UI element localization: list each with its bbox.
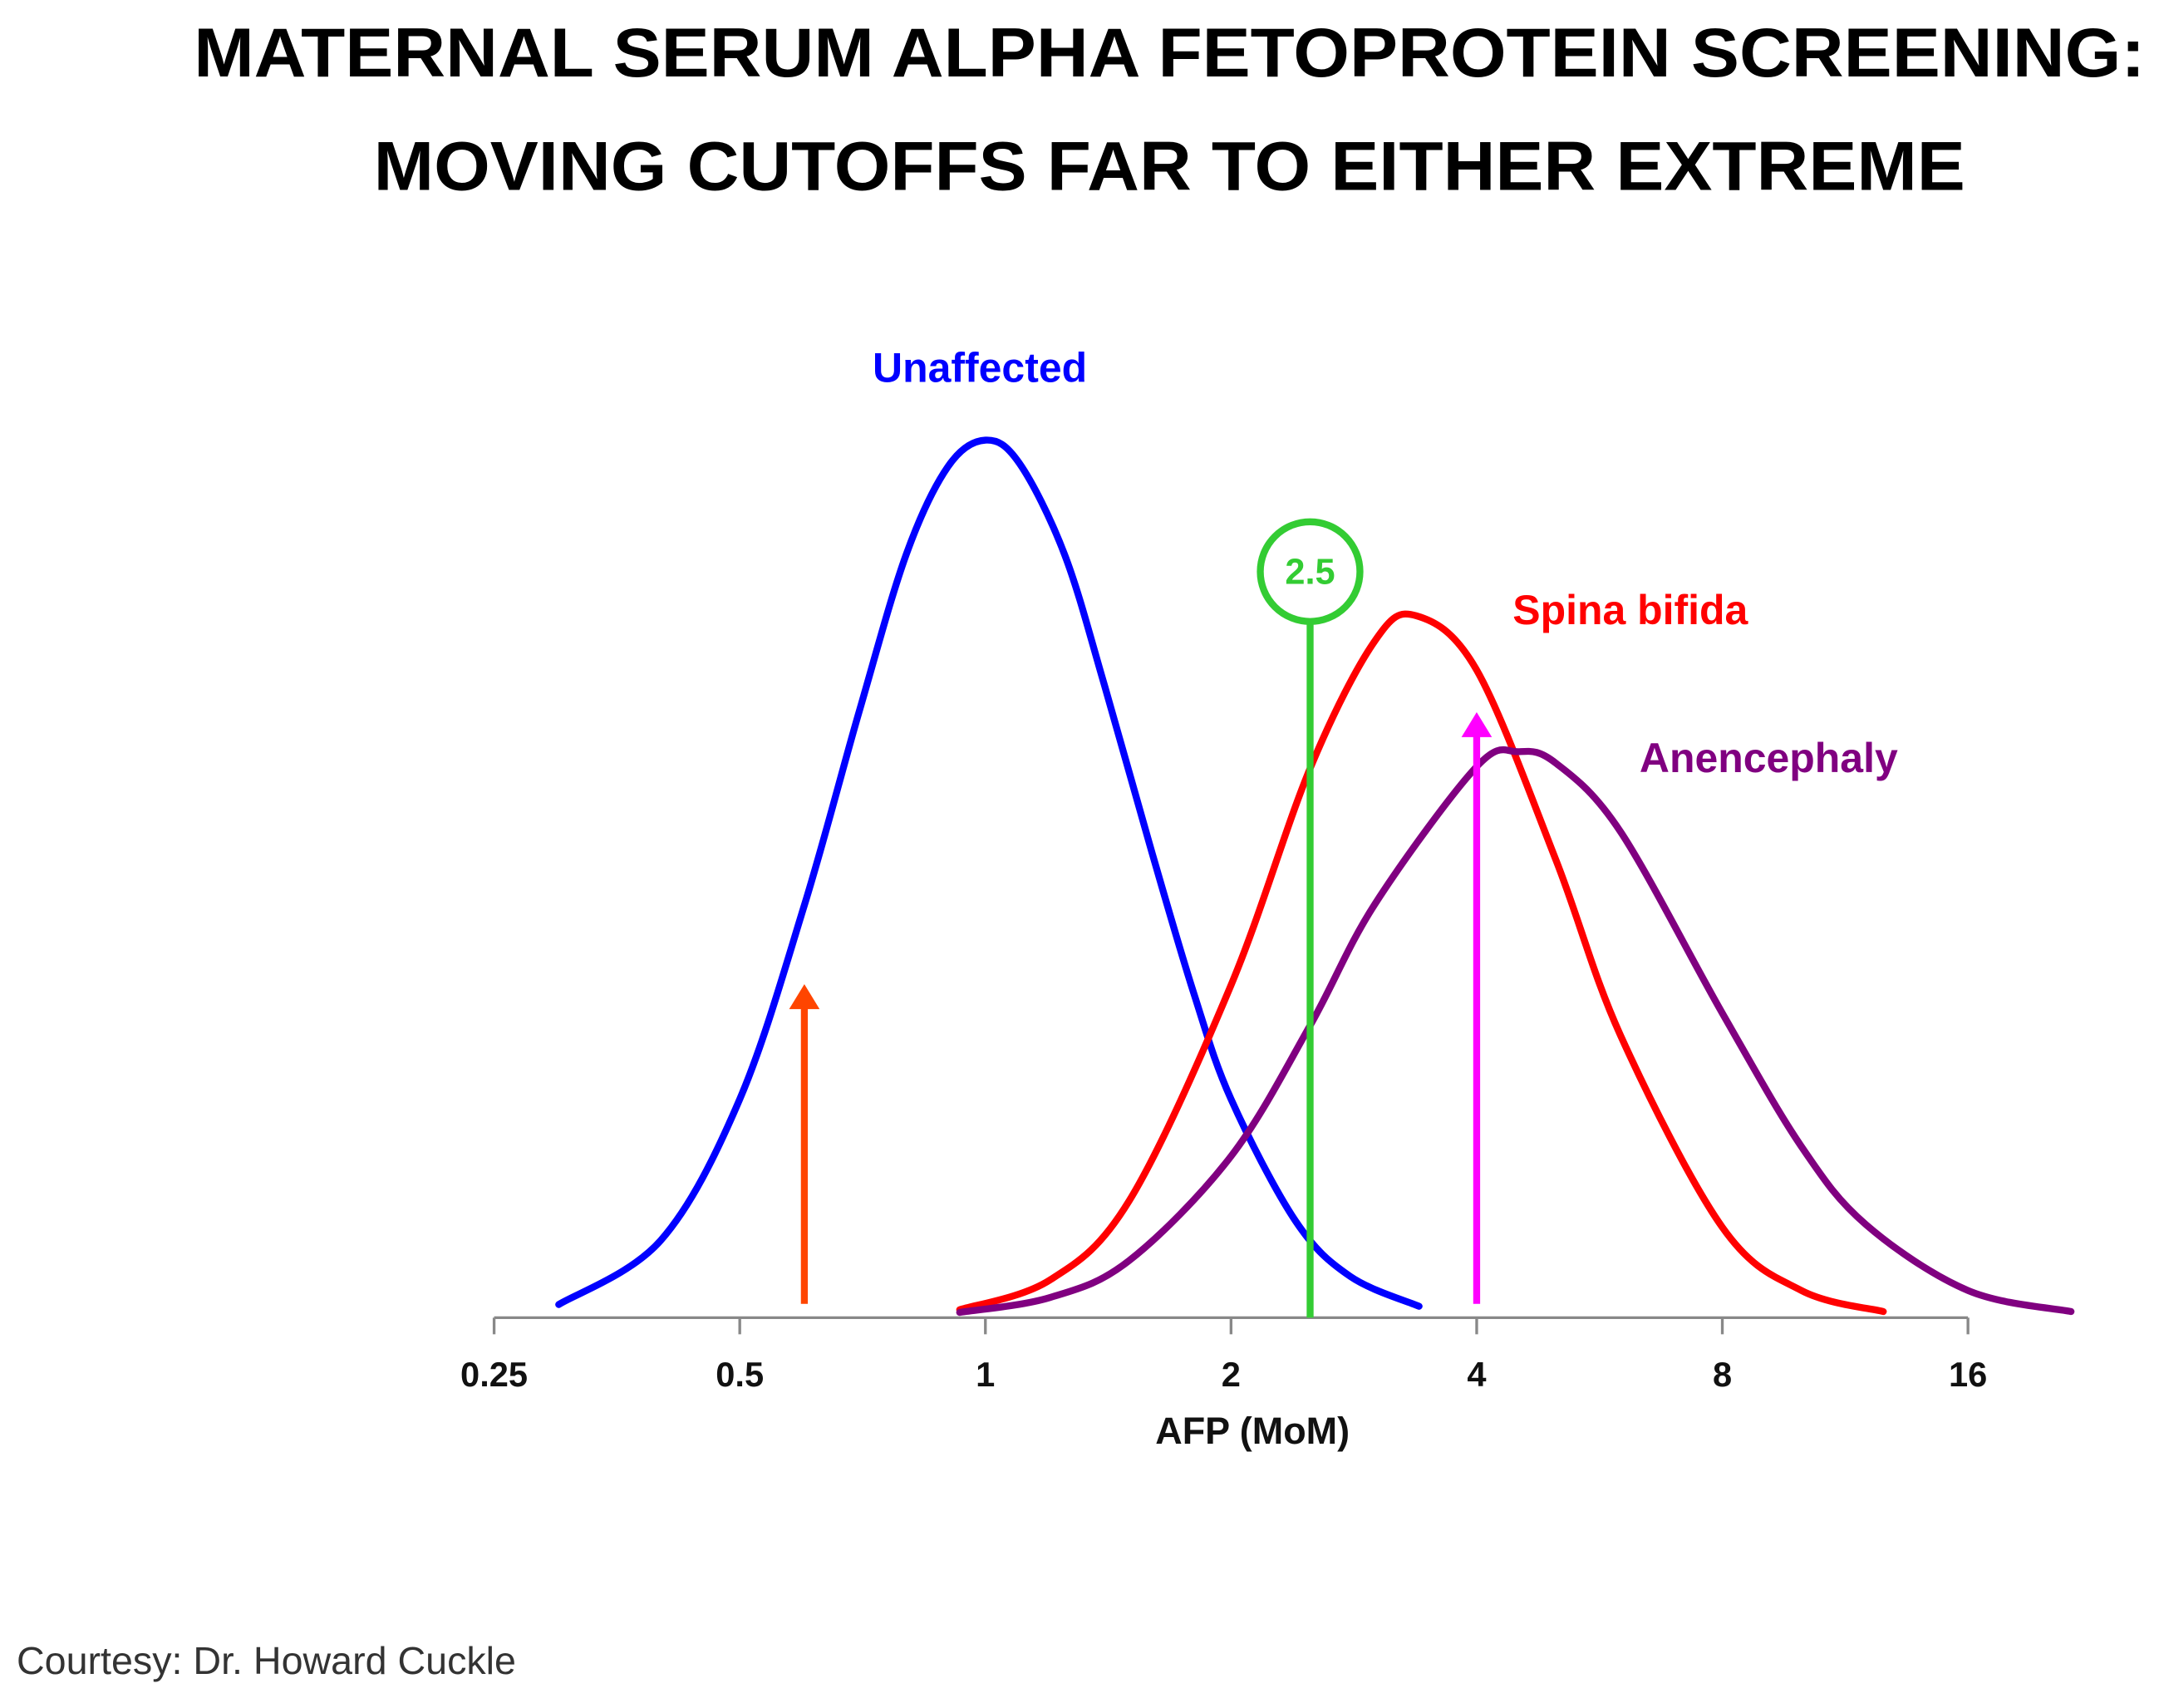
series-label: Anencephaly [1640, 735, 1898, 781]
x-tick-label: 1 [976, 1355, 995, 1394]
curve [956, 610, 1887, 1316]
series-label: Unaffected [873, 344, 1087, 391]
x-axis-label: AFP (MoM) [1155, 1410, 1350, 1452]
x-tick-label: 8 [1713, 1355, 1732, 1394]
series-label: Spina bifida [1512, 587, 1748, 633]
cutoff-circle [1257, 518, 1364, 625]
x-tick-label: 4 [1467, 1355, 1486, 1394]
credit: Courtesy: Dr. Howard Cuckle [17, 1639, 516, 1682]
curve [555, 436, 1423, 1310]
arrow-head [789, 984, 820, 1010]
arrow-head [1461, 711, 1493, 737]
x-tick-label: 2 [1222, 1355, 1241, 1394]
chart-subtitle: MOVING CUTOFFS FAR TO EITHER EXTREME [374, 127, 1965, 204]
curve [956, 746, 2075, 1317]
x-tick-label: 16 [1949, 1355, 1987, 1394]
x-tick-label: 0.5 [716, 1355, 764, 1394]
chart-title: MATERNAL SERUM ALPHA FETOPROTEIN SCREENI… [194, 14, 2145, 91]
cutoff-label: 2.5 [1285, 553, 1335, 593]
x-tick-label: 0.25 [460, 1355, 528, 1394]
